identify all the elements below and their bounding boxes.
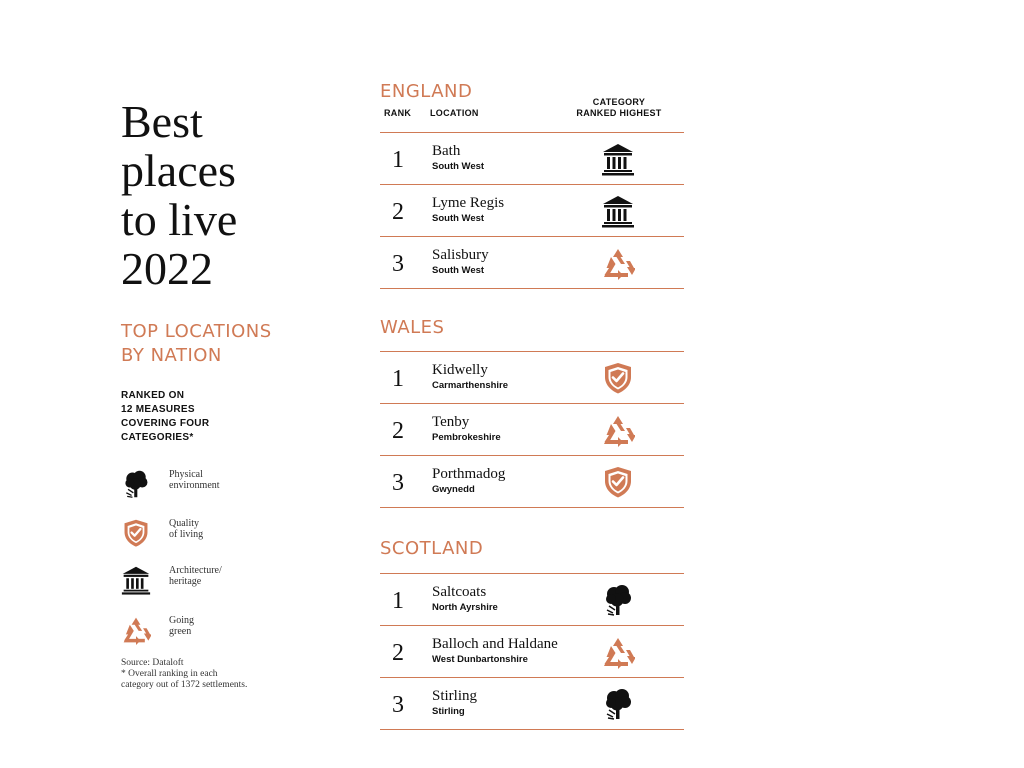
legend-label: Physical environment [169,469,220,491]
legend-item-physical-environment: Physical environment [121,466,321,506]
location-name: Porthmadog [432,466,506,482]
ranking-note-line: CATEGORIES* [121,432,194,443]
rank-number: 1 [392,366,404,392]
location-region: Gwynedd [432,484,475,495]
ranking-row: 1 Bath South West [380,132,684,184]
location-name: Saltcoats [432,584,487,600]
recycle-icon [601,635,635,669]
tree-icon [121,466,151,502]
legend-label: Quality of living [169,518,203,540]
location-name: Stirling [432,688,478,704]
legend-label: Going green [169,615,194,637]
legend-label-line: Quality [169,518,199,529]
legend-item-architecture-heritage: Architecture/ heritage [121,562,321,602]
source-note: Source: Dataloft * Overall ranking in ea… [121,658,247,691]
rank-number: 1 [392,588,404,614]
recycle-icon [601,246,635,280]
location-region: Pembrokeshire [432,432,501,443]
legend-item-going-green: Going green [121,612,321,652]
location-region: South West [432,265,485,276]
ranking-row: 2 Balloch and Haldane West Dunbartonshir… [380,625,684,677]
nation-heading: WALES [380,317,445,338]
shield-check-icon [601,465,635,499]
subtitle-line: BY NATION [121,345,222,366]
title-line: 2022 [121,243,213,294]
title-line: Best [121,96,203,147]
building-icon [601,194,635,228]
category-header-line: CATEGORY [592,97,646,107]
rank-number: 3 [392,251,404,277]
shield-check-icon [121,515,151,551]
rank-number: 1 [392,147,404,173]
rank-number: 2 [392,418,404,444]
rank-number: 2 [392,199,404,225]
subtitle-line: TOP LOCATIONS [121,321,272,342]
page-title: Best places to live 2022 [121,97,237,293]
location-region: North Ayrshire [432,602,498,613]
location-column-header: LOCATION [430,108,479,118]
legend-label-line: green [169,626,192,637]
title-line: places [121,145,236,196]
location-name: Lyme Regis [432,195,505,211]
location-region: Stirling [432,706,465,717]
ranking-list: 1 Saltcoats North Ayrshire 2 Balloch and… [380,573,684,730]
rank-number: 2 [392,640,404,666]
ranking-row: 3 Salisbury South West [380,236,684,289]
legend-item-quality-of-living: Quality of living [121,515,321,555]
location-name: Salisbury [432,247,489,263]
recycle-icon [121,612,151,648]
category-header-line: RANKED HIGHEST [576,108,662,118]
ranking-list: 1 Bath South West 2 Lyme Regis South Wes… [380,132,684,289]
rank-number: 3 [392,692,404,718]
legend-label-line: environment [169,480,220,491]
legend-label-line: of living [169,529,204,540]
ranking-note-line: RANKED ON [121,390,185,401]
location-name: Kidwelly [432,362,488,378]
legend-label-line: Going [169,615,194,626]
location-name: Bath [432,143,461,159]
location-region: South West [432,161,485,172]
recycle-icon [601,413,635,447]
ranking-list: 1 Kidwelly Carmarthenshire 2 Tenby Pembr… [380,351,684,508]
source-line: * Overall ranking in each [121,669,218,679]
ranking-row: 2 Tenby Pembrokeshire [380,403,684,455]
ranking-row: 3 Porthmadog Gwynedd [380,455,684,508]
legend-label: Architecture/ heritage [169,565,222,587]
ranking-row: 1 Kidwelly Carmarthenshire [380,351,684,403]
title-line: to live [121,194,238,245]
tree-icon [601,687,635,721]
category-column-header: CATEGORY RANKED HIGHEST [560,97,678,119]
shield-check-icon [601,361,635,395]
legend-label-line: heritage [169,576,202,587]
ranking-note-line: COVERING FOUR [121,418,210,429]
building-icon [601,142,635,176]
nation-heading: SCOTLAND [380,538,484,559]
legend-label-line: Physical [169,469,203,480]
tree-icon [601,583,635,617]
rank-number: 3 [392,470,404,496]
building-icon [121,562,151,598]
source-line: category out of 1372 settlements. [121,680,248,690]
ranking-row: 2 Lyme Regis South West [380,184,684,236]
ranking-note: RANKED ON 12 MEASURES COVERING FOUR CATE… [121,389,209,445]
ranking-note-line: 12 MEASURES [121,404,195,415]
location-region: South West [432,213,485,224]
ranking-row: 1 Saltcoats North Ayrshire [380,573,684,625]
location-name: Tenby [432,414,470,430]
legend-label-line: Architecture/ [169,565,222,576]
nation-heading: ENGLAND [380,81,473,102]
ranking-row: 3 Stirling Stirling [380,677,684,730]
location-region: West Dunbartonshire [432,654,528,665]
source-line: Source: Dataloft [121,658,184,668]
location-name: Balloch and Haldane [432,636,558,652]
location-region: Carmarthenshire [432,380,509,391]
rank-column-header: RANK [384,108,412,118]
page-subtitle: TOP LOCATIONS BY NATION [121,320,272,368]
